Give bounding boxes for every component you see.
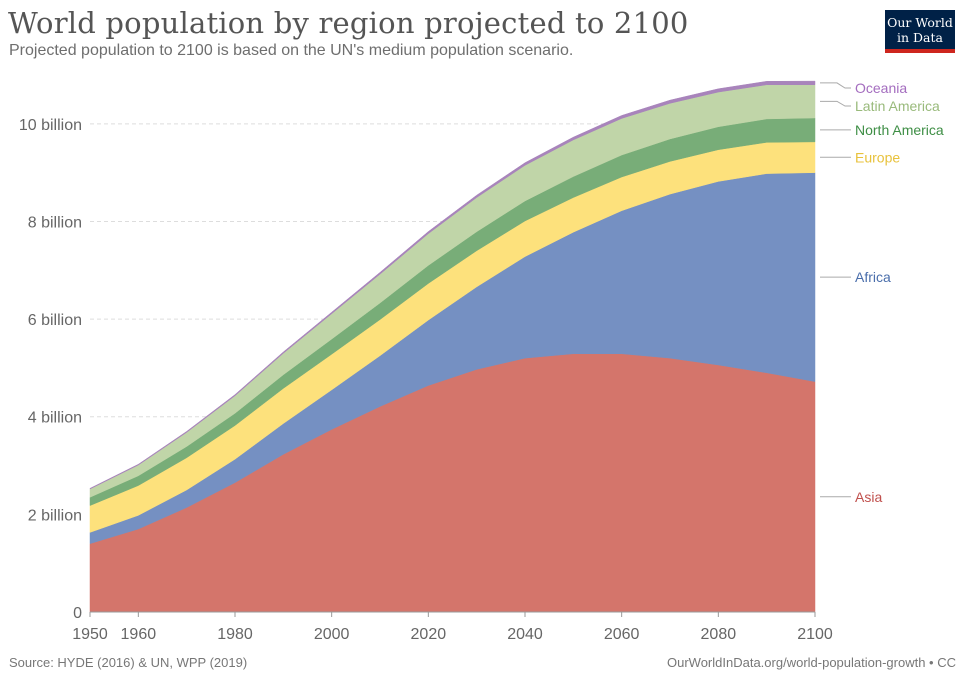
legend-label-africa: Africa bbox=[855, 269, 891, 285]
x-tick-label: 2020 bbox=[411, 626, 447, 643]
x-tick-label: 1950 bbox=[72, 626, 108, 643]
x-tick-label: 2080 bbox=[701, 626, 737, 643]
legend-label-oceania: Oceania bbox=[855, 80, 907, 96]
leader-line-oceania bbox=[820, 82, 851, 89]
y-tick-label: 0 bbox=[73, 605, 82, 622]
credit-link[interactable]: OurWorldInData.org/world-population-grow… bbox=[667, 655, 956, 670]
y-tick-label: 2 billion bbox=[28, 507, 82, 524]
legend-label-north-america: North America bbox=[855, 122, 944, 138]
x-tick-label: 2100 bbox=[797, 626, 833, 643]
legend-label-asia: Asia bbox=[855, 489, 882, 505]
area-oceania bbox=[89, 80, 816, 490]
leader-line-latin-america bbox=[820, 100, 851, 107]
owid-logo[interactable]: Our World in Data bbox=[885, 10, 955, 53]
logo-accent-bar bbox=[885, 49, 955, 53]
x-tick-label: 2000 bbox=[314, 626, 350, 643]
y-tick-label: 4 billion bbox=[28, 410, 82, 427]
y-tick-label: 8 billion bbox=[28, 214, 82, 231]
legend-label-europe: Europe bbox=[855, 149, 900, 165]
source-note: Source: HYDE (2016) & UN, WPP (2019) bbox=[9, 655, 248, 670]
x-tick-label: 2060 bbox=[604, 626, 640, 643]
x-tick-label: 1980 bbox=[217, 626, 253, 643]
logo-line-2: in Data bbox=[897, 30, 943, 45]
y-tick-label: 10 billion bbox=[19, 117, 82, 134]
chart-title: World population by region projected to … bbox=[8, 6, 689, 40]
logo-line-1: Our World bbox=[887, 15, 953, 30]
x-tick-label: 1960 bbox=[121, 626, 157, 643]
legend-label-latin-america: Latin America bbox=[855, 98, 940, 114]
x-tick-label: 2040 bbox=[507, 626, 543, 643]
y-tick-label: 6 billion bbox=[28, 312, 82, 329]
chart-subtitle: Projected population to 2100 is based on… bbox=[9, 42, 574, 59]
